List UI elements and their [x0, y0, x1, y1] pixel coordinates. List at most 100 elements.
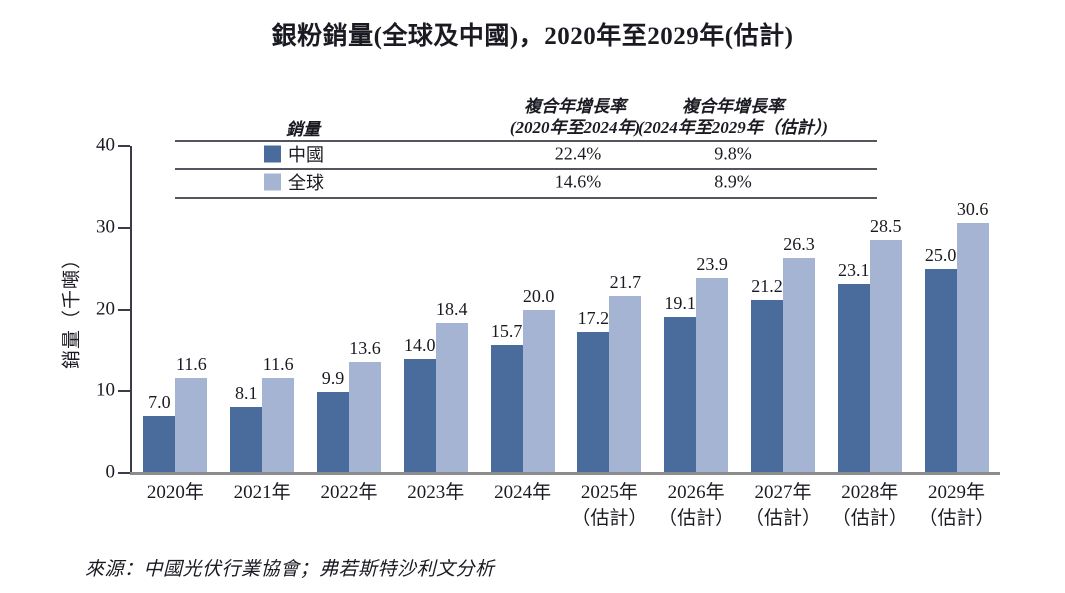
table-rule [175, 140, 877, 142]
bar-value-label: 21.2 [751, 275, 783, 296]
bar-value-label: 20.0 [522, 285, 555, 306]
bar-value-label: 19.1 [664, 292, 696, 313]
bar-global: 28.5 [869, 216, 902, 473]
y-tick-mark [118, 145, 130, 147]
bar-value-label: 30.6 [956, 198, 989, 219]
x-tick-year: 2020年 [146, 482, 204, 503]
chart-title: 銀粉銷量(全球及中國)，2020年至2029年(估計) [271, 23, 794, 50]
bar-group: 17.2 21.7 2025年 （估計） [566, 146, 653, 529]
china-series-swatch [264, 145, 281, 163]
bar-group: 8.1 11.6 2021年 [219, 146, 306, 503]
bar-value-label: 14.0 [404, 334, 436, 355]
legend-cagr2-line1: 複合年增長率 [681, 97, 784, 116]
bar-global: 20.0 [522, 286, 555, 473]
x-tick-label: 2027年 （估計） [745, 480, 821, 532]
bar-value-label: 13.6 [349, 337, 381, 358]
x-tick-label: 2026年 （估計） [658, 480, 734, 532]
table-rule [175, 197, 877, 199]
x-tick-year: 2026年 [667, 482, 725, 503]
bar-group: 19.1 23.9 2026年 （估計） [653, 146, 740, 529]
legend-row-global: 全球 14.6% 8.9% [175, 168, 877, 196]
bar-groups: 7.0 11.6 2020年 8.1 11.6 2021年 9.9 13.6 2022年 14.0… [132, 146, 1000, 529]
legend-row-label: 中國 [288, 145, 324, 165]
legend-row-china: 中國 22.4% 9.8% [175, 140, 877, 168]
bar-global: 21.7 [609, 272, 642, 473]
bar-global: 18.4 [435, 299, 468, 473]
x-tick-label: 2028年 （估計） [832, 480, 908, 532]
bar-group: 21.2 26.3 2027年 （估計） [740, 146, 827, 529]
bar-global: 11.6 [175, 354, 208, 473]
bar-group: 23.1 28.5 2028年 （估計） [826, 146, 913, 529]
bar-value-label: 8.1 [234, 382, 258, 403]
legend-row-label: 全球 [288, 173, 324, 193]
y-tick-label: 40 [96, 134, 115, 156]
bar-global: 26.3 [782, 234, 815, 473]
y-tick-label: 30 [96, 216, 115, 238]
bar-group: 7.0 11.6 2020年 [132, 146, 219, 503]
bar-global: 13.6 [348, 338, 381, 473]
bar-value-label: 9.9 [321, 368, 345, 389]
bar-value-label: 11.6 [175, 354, 207, 375]
y-axis: 0 10 20 30 40 [96, 135, 1000, 483]
bar-group: 9.9 13.6 2022年 [306, 146, 393, 503]
legend-cagr2-line2: (2024年至2029年（估計）) [638, 118, 828, 137]
x-tick-note: （估計） [658, 508, 735, 529]
bar-china: 17.2 [577, 308, 610, 473]
x-tick-year: 2028年 [841, 482, 899, 503]
x-tick-label: 2021年 [234, 480, 291, 506]
y-tick-label: 0 [105, 461, 116, 483]
y-tick-label: 10 [96, 379, 115, 401]
bar-value-label: 11.6 [262, 354, 294, 375]
bar-china: 8.1 [230, 383, 263, 473]
bar-value-label: 18.4 [436, 298, 468, 319]
x-tick-year: 2025年 [580, 482, 638, 503]
x-tick-year: 2024年 [494, 482, 552, 503]
legend-cagr1-line2: (2020年至2024年) [509, 118, 641, 137]
bar-value-label: 15.7 [490, 320, 523, 341]
y-tick-label: 20 [96, 298, 115, 320]
x-tick-label: 2024年 [494, 480, 551, 506]
bar-group: 15.7 20.0 2024年 [479, 146, 566, 503]
bar-value-label: 17.2 [577, 308, 610, 329]
bar-group: 14.0 18.4 2023年 [392, 146, 479, 503]
bar-group: 25.0 30.6 2029年 （估計） [913, 146, 1000, 529]
y-axis-title: 銷量（千噸） [61, 248, 83, 370]
x-tick-year: 2023年 [407, 482, 465, 503]
bar-value-label: 25.0 [924, 244, 957, 265]
bar-china: 19.1 [664, 293, 697, 473]
global-series-swatch [264, 173, 281, 191]
bar-value-label: 21.7 [609, 271, 642, 292]
bar-china: 15.7 [490, 321, 523, 473]
legend-table: 銷量 複合年增長率 (2020年至2024年) 複合年增長率 (2024年至20… [175, 95, 877, 199]
bar-global: 23.9 [696, 254, 729, 473]
bar-value-label: 26.3 [783, 234, 815, 254]
global-cagr-2020-2024-value: 14.6% [554, 171, 602, 192]
china-cagr-2024-2029-value: 9.8% [714, 143, 752, 164]
bar-value-label: 28.5 [870, 216, 902, 236]
legend-sales-header: 銷量 [286, 120, 320, 139]
x-tick-year: 2021年 [233, 482, 291, 503]
x-tick-year: 2027年 [754, 482, 812, 503]
bar-global: 30.6 [956, 199, 989, 473]
bar-value-label: 23.9 [696, 253, 728, 274]
legend-cagr-2020-2024-header: 複合年增長率 (2020年至2024年) [510, 96, 640, 138]
x-tick-label: 2022年 [320, 480, 377, 506]
x-tick-year: 2022年 [320, 482, 378, 503]
bar-china: 23.1 [837, 260, 870, 473]
china-cagr-2020-2024-value: 22.4% [554, 143, 602, 164]
legend-cagr-2024-2029-header: 複合年增長率 (2024年至2029年（估計）) [638, 96, 828, 138]
bar-china: 14.0 [403, 335, 436, 473]
y-tick-mark [118, 308, 130, 311]
global-cagr-2024-2029-value: 8.9% [714, 171, 752, 192]
bar-china: 21.2 [750, 276, 783, 473]
x-tick-note: （估計） [831, 508, 908, 529]
table-rule [175, 168, 877, 170]
source-note: 來源：中國光伏行業協會；弗若斯特沙利文分析 [85, 559, 495, 580]
x-tick-year: 2029年 [928, 482, 986, 503]
bar-global: 11.6 [262, 354, 295, 473]
bar-value-label: 23.1 [838, 260, 870, 281]
bar-china: 25.0 [924, 245, 957, 473]
bar-china: 7.0 [143, 392, 176, 473]
x-tick-label: 2029年 （估計） [919, 480, 995, 532]
